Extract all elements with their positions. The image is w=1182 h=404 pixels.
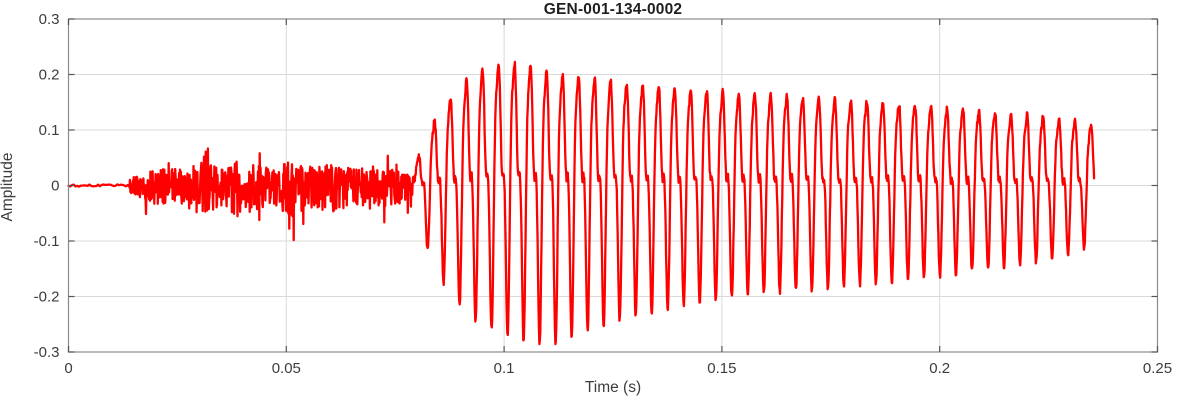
y-tick-label: -0.2 bbox=[34, 289, 60, 306]
y-tick-label: -0.1 bbox=[34, 233, 60, 250]
tick-labels: 0 0.05 0.1 0.15 0.2 0.25 -0.3 -0.2 -0.1 0 0.1 0.2 0.… bbox=[34, 11, 1172, 377]
chart-title: GEN-001-134-0002 bbox=[543, 1, 683, 18]
y-tick-label: 0.3 bbox=[39, 11, 60, 28]
tick-marks bbox=[67, 18, 1159, 353]
x-tick-label: 0.1 bbox=[494, 360, 515, 377]
y-tick-label: -0.3 bbox=[34, 344, 60, 361]
x-tick-label: 0.25 bbox=[1143, 360, 1172, 377]
waveform-trace-group bbox=[67, 60, 1096, 346]
y-tick-label: 0.1 bbox=[39, 122, 60, 139]
x-tick-label: 0 bbox=[64, 360, 72, 377]
x-tick-label: 0.05 bbox=[272, 360, 301, 377]
waveform-trace bbox=[67, 60, 1096, 346]
x-tick-label: 0.15 bbox=[707, 360, 736, 377]
y-tick-label: 0 bbox=[51, 178, 59, 195]
y-tick-label: 0.2 bbox=[39, 67, 60, 84]
x-axis-label: Time (s) bbox=[584, 379, 642, 396]
x-tick-label: 0.2 bbox=[929, 360, 950, 377]
